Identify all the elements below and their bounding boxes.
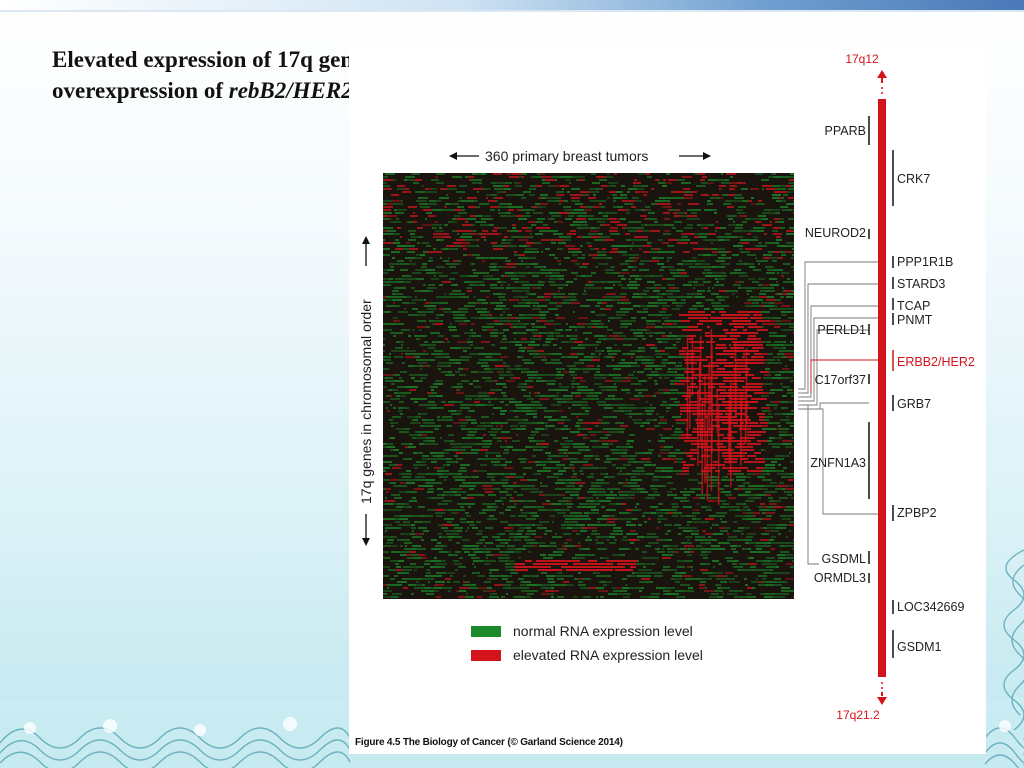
legend-label-normal: normal RNA expression level	[513, 623, 693, 639]
side-axis-label: 17q genes in chromosomal order	[358, 299, 374, 504]
gene-label: PPP1R1B	[897, 255, 953, 269]
title-line-2-prefix: overexpression of	[52, 78, 229, 103]
gene-label: CRK7	[897, 172, 930, 186]
legend-swatch-normal	[471, 626, 501, 637]
gene-label: GRB7	[897, 397, 931, 411]
top-axis: 360 primary breast tumors	[449, 148, 711, 164]
gene-label: TCAP	[897, 299, 930, 313]
gene-label: LOC342669	[897, 600, 964, 614]
caption-rest: (© Garland Science 2014)	[504, 737, 623, 748]
top-axis-label: 360 primary breast tumors	[485, 148, 648, 164]
gene-label: GSDM1	[897, 640, 942, 654]
gene-label: PERLD1	[817, 323, 866, 337]
gene-connector-lines	[798, 261, 879, 565]
chromosome-17q: 17q12 17q21.2	[836, 52, 887, 722]
figure-svg: 360 primary breast tumors 17q genes in c…	[358, 52, 975, 722]
chrom-bottom-label: 17q21.2	[836, 708, 880, 722]
chrom-up-arrow	[877, 70, 887, 78]
figure-panel: 360 primary breast tumors 17q genes in c…	[349, 44, 986, 754]
chrom-top-label: 17q12	[845, 52, 879, 66]
side-wave-decoration	[1003, 549, 1024, 731]
legend: normal RNA expression level elevated RNA…	[471, 623, 703, 663]
gene-label: STARD3	[897, 277, 945, 291]
gene-label: PPARB	[825, 124, 866, 138]
gene-label-erbb2: ERBB2/HER2	[897, 355, 975, 369]
gene-label: NEUROD2	[805, 226, 866, 240]
top-divider	[0, 10, 1024, 12]
chrom-bar	[878, 99, 886, 677]
legend-swatch-elevated	[471, 650, 501, 661]
gene-label: PNMT	[897, 313, 933, 327]
caption-bold: Figure 4.5 The Biology of Cancer	[355, 737, 505, 748]
gene-label: GSDML	[822, 552, 867, 566]
top-decorative-bar	[0, 0, 1024, 10]
title-line-2-gene: rebB2/HER2	[228, 78, 353, 103]
gene-label: C17orf37	[815, 373, 866, 387]
gene-label: ZPBP2	[897, 506, 937, 520]
chrom-down-arrow	[877, 697, 887, 705]
right-gene-labels: CRK7 PPP1R1B STARD3 TCAP PNMT ERBB2/HER2…	[897, 172, 975, 654]
gene-label: ZNFN1A3	[810, 456, 866, 470]
expression-heatmap	[383, 173, 794, 599]
side-axis: 17q genes in chromosomal order	[358, 236, 374, 546]
erbb2-connector-line	[810, 359, 879, 393]
gene-label: ORMDL3	[814, 571, 866, 585]
legend-label-elevated: elevated RNA expression level	[513, 647, 703, 663]
left-gene-labels: PPARB NEUROD2 PERLD1 C17orf37 ZNFN1A3 GS…	[805, 124, 866, 585]
figure-caption: Figure 4.5 The Biology of Cancer (© Garl…	[355, 737, 623, 748]
